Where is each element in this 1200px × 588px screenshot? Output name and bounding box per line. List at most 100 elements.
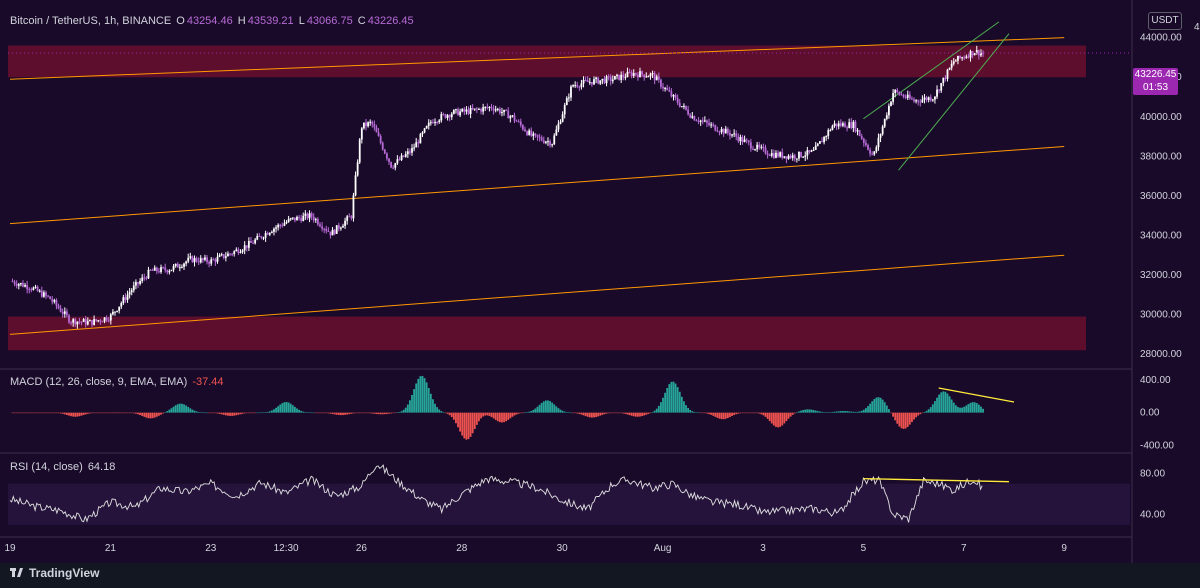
- macd-bar: [963, 406, 966, 413]
- currency-button[interactable]: USDT: [1148, 12, 1182, 30]
- candle-body: [170, 269, 173, 271]
- candle-body: [856, 130, 859, 132]
- candle-body: [549, 141, 551, 146]
- candle-body: [624, 77, 627, 79]
- macd-bar: [316, 412, 319, 414]
- macd-bar: [521, 412, 524, 414]
- macd-bar: [289, 403, 292, 413]
- macd-bar: [36, 412, 39, 414]
- macd-bar: [68, 412, 70, 416]
- price-tick-label: 40000.00: [1140, 112, 1182, 123]
- macd-bar: [603, 412, 606, 415]
- macd-bar: [829, 412, 832, 413]
- macd-bar: [11, 412, 14, 414]
- macd-bar: [664, 392, 667, 413]
- macd-bar: [954, 405, 957, 413]
- candle-body: [714, 125, 717, 131]
- macd-bar: [496, 412, 499, 422]
- candle-body: [340, 227, 342, 229]
- candle-body: [421, 132, 424, 135]
- candle-body: [927, 97, 930, 100]
- candle-body: [300, 218, 303, 222]
- candle-body: [160, 267, 162, 273]
- macd-bar: [478, 412, 480, 422]
- candle-body: [250, 240, 252, 243]
- macd-bar: [208, 412, 211, 414]
- macd-bar: [967, 404, 970, 413]
- macd-bar: [53, 412, 56, 414]
- candle-body: [737, 136, 740, 142]
- price-tick-label: 30000.00: [1140, 310, 1182, 321]
- symbol-header: Bitcoin / TetherUS, 1h, BINANCE O 43254.4…: [10, 15, 416, 27]
- candle-body: [388, 158, 390, 162]
- candle-body: [693, 116, 696, 121]
- macd-bar: [823, 412, 825, 413]
- macd-bar: [563, 411, 566, 413]
- candle-body: [432, 122, 434, 124]
- macd-bar: [296, 408, 298, 413]
- macd-bar: [695, 412, 698, 413]
- macd-bar: [293, 406, 296, 413]
- macd-bar: [176, 404, 179, 413]
- candle-body: [137, 282, 139, 284]
- candle-body: [906, 94, 909, 98]
- candle-body: [147, 269, 150, 279]
- macd-bar: [455, 412, 457, 424]
- candle-body: [967, 56, 970, 58]
- tradingview-logo[interactable]: TradingView: [10, 566, 99, 580]
- candle-body: [844, 123, 846, 128]
- candle-body: [816, 143, 819, 146]
- chart-background: [0, 0, 1200, 563]
- candle-body: [875, 147, 878, 152]
- candle-body: [32, 287, 35, 290]
- candle-body: [818, 141, 821, 144]
- candle-body: [674, 95, 677, 99]
- candle-body: [101, 321, 104, 323]
- macd-bar: [724, 412, 727, 419]
- macd-bar: [678, 391, 681, 413]
- macd-bar: [377, 412, 380, 415]
- macd-bar: [576, 412, 579, 414]
- macd-bar: [220, 412, 223, 415]
- macd-bar: [622, 412, 625, 414]
- macd-bar: [666, 388, 669, 413]
- macd-bar: [657, 405, 660, 413]
- candle-body: [800, 151, 802, 157]
- macd-bar: [390, 412, 393, 414]
- candle-body: [975, 50, 978, 54]
- macd-bar: [247, 412, 250, 414]
- macd-bar: [254, 412, 257, 414]
- candle-body: [214, 259, 217, 262]
- candle-body: [628, 71, 631, 73]
- macd-bar: [588, 412, 591, 418]
- macd-bar: [63, 412, 66, 415]
- macd-bar: [959, 407, 961, 413]
- candle-body: [620, 74, 623, 80]
- candle-body: [540, 137, 543, 141]
- candle-body: [335, 225, 338, 234]
- macd-bar: [609, 412, 612, 414]
- candle-body: [607, 76, 610, 78]
- candle-body: [758, 144, 761, 148]
- candle-body: [247, 240, 250, 248]
- candle-body: [434, 121, 436, 124]
- macd-bar: [137, 412, 139, 415]
- candle-body: [139, 280, 142, 284]
- time-tick-label: 26: [356, 543, 368, 554]
- macd-bar: [894, 412, 897, 421]
- candle-body: [287, 218, 290, 222]
- chart-canvas[interactable]: 28000.00 30000.00 32000.00 34000.00 36000.00…: [0, 0, 1200, 563]
- candle-body: [241, 250, 244, 252]
- macd-bar: [158, 412, 160, 416]
- candle-body: [216, 256, 219, 262]
- macd-bar: [459, 412, 462, 432]
- macd-bar: [509, 412, 512, 419]
- candle-body: [603, 78, 606, 84]
- macd-bar: [216, 412, 219, 414]
- candle-body: [252, 242, 254, 244]
- candle-body: [396, 159, 399, 164]
- candle-body: [509, 116, 512, 119]
- macd-bar: [89, 412, 91, 414]
- macd-bar: [881, 399, 884, 413]
- candle-body: [547, 141, 549, 143]
